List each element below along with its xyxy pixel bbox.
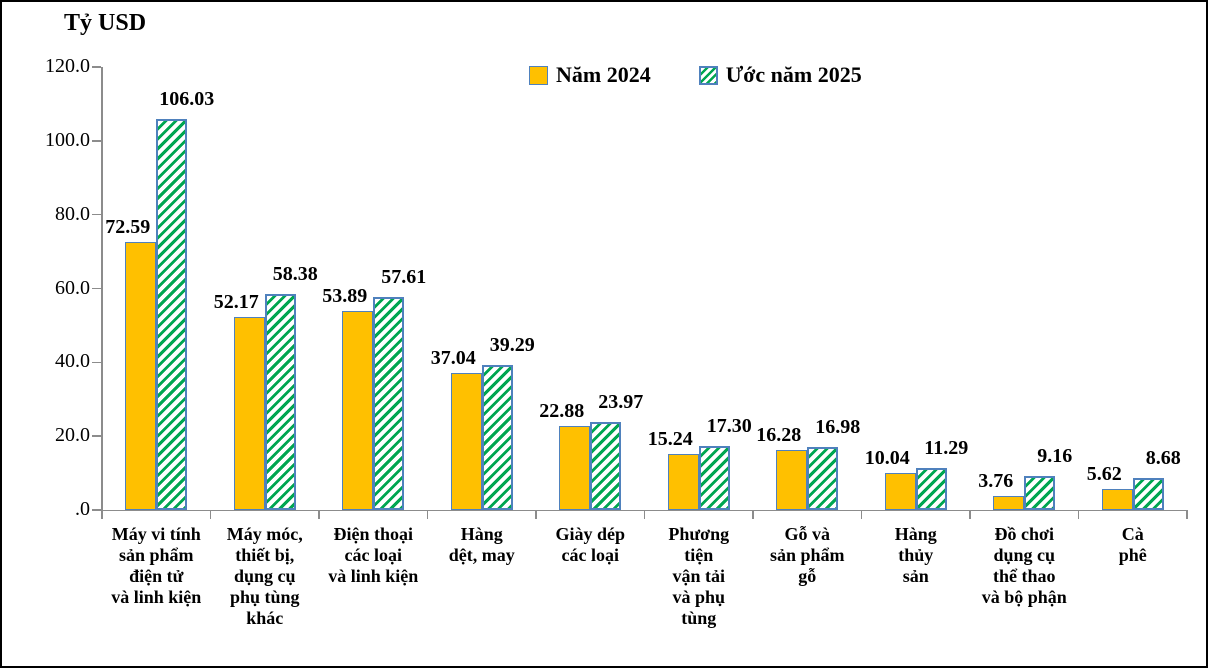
bar-uoc-nam-2025 xyxy=(698,446,730,510)
x-axis-line xyxy=(101,509,1188,511)
bar-uoc-nam-2025 xyxy=(590,421,622,510)
category-label: Đồ chơi dụng cụ thể thao và bộ phận xyxy=(981,524,1067,607)
value-label-nam-2024: 5.62 xyxy=(1086,463,1122,486)
value-label-nam-2024: 3.76 xyxy=(978,470,1014,493)
bar-nam-2024 xyxy=(559,425,591,510)
y-axis-tick-label: 80.0 xyxy=(55,202,90,225)
legend-swatch-hatch-icon xyxy=(698,65,718,85)
value-label-nam-2024: 52.17 xyxy=(213,291,259,314)
category-label: Điện thoại các loại và linh kiện xyxy=(328,524,419,586)
chart-legend: Năm 2024 Ước năm 2025 xyxy=(529,62,862,88)
plot-area: 120.0 100.0 80.0 60.0 40.0 20.0.0 72.59 106.03 5… xyxy=(45,55,1188,520)
category-label: Giày dép các loại xyxy=(555,524,625,565)
bar-group: 10.04 11.29 xyxy=(862,67,971,510)
y-axis-tick-mark xyxy=(92,213,101,216)
y-axis-tick-mark xyxy=(92,509,101,511)
y-axis-tick-mark xyxy=(92,361,101,364)
bar-nam-2024 xyxy=(125,242,157,510)
y-axis-tick-mark xyxy=(92,435,101,437)
bar-nam-2024 xyxy=(233,317,265,510)
bar-nam-2024 xyxy=(993,496,1025,510)
category-label: Hàng thủy sản xyxy=(894,524,937,586)
bar-nam-2024 xyxy=(884,472,916,510)
x-axis-tick-mark xyxy=(643,511,646,519)
bar-nam-2024 xyxy=(450,373,482,510)
bar-uoc-nam-2025 xyxy=(156,118,188,510)
legend-item-uoc-nam-2025: Ước năm 2025 xyxy=(698,62,862,88)
category-label: Máy móc, thiết bị, dụng cụ phụ tùng khác xyxy=(226,524,303,628)
y-axis-tick-mark xyxy=(92,140,101,142)
bar-uoc-nam-2025 xyxy=(807,447,839,510)
bar-group: 72.59 106.03 xyxy=(102,67,215,510)
value-label-nam-2024: 53.89 xyxy=(322,285,368,308)
bar-uoc-nam-2025 xyxy=(373,297,405,510)
x-axis-tick-mark xyxy=(209,511,212,519)
value-label-nam-2024: 37.04 xyxy=(430,347,476,370)
value-label-nam-2024: 22.88 xyxy=(539,399,585,422)
value-label-nam-2024: 16.28 xyxy=(756,423,802,446)
legend-label-nam-2024: Năm 2024 xyxy=(556,62,651,87)
value-label-nam-2024: 15.24 xyxy=(647,427,693,450)
category-label: Gỗ và sản phẩm gỗ xyxy=(769,524,845,586)
category-label: Hàng dệt, may xyxy=(448,524,515,565)
bar-nam-2024 xyxy=(776,449,808,510)
bar-group: 53.89 57.61 xyxy=(319,67,428,510)
bar-group: 52.17 58.38 xyxy=(211,67,320,510)
category-label: Phương tiện vận tải và phụ tùng xyxy=(668,524,730,628)
x-axis-tick-mark xyxy=(535,511,537,519)
y-axis-tick-label: 60.0 xyxy=(55,276,90,299)
bar-uoc-nam-2025 xyxy=(915,468,947,510)
value-label-uoc-nam-2025: 58.38 xyxy=(272,263,318,286)
x-axis-tick-mark xyxy=(101,511,103,519)
bar-uoc-nam-2025 xyxy=(481,364,513,510)
y-axis-tick-mark xyxy=(92,287,101,290)
bar-nam-2024 xyxy=(1101,489,1133,510)
value-label-nam-2024: 72.59 xyxy=(105,216,151,239)
value-label-uoc-nam-2025: 16.98 xyxy=(815,416,861,439)
y-axis-tick-mark xyxy=(92,66,101,68)
y-axis-tick-label: 120.0 xyxy=(45,55,90,77)
legend-item-nam-2024: Năm 2024 xyxy=(529,62,651,88)
bar-group: 15.24 17.30 xyxy=(645,67,754,510)
legend-swatch-solid-icon xyxy=(529,65,548,85)
bar-uoc-nam-2025 xyxy=(1132,477,1164,510)
bar-uoc-nam-2025 xyxy=(264,294,296,510)
value-label-nam-2024: 10.04 xyxy=(864,446,910,469)
y-axis-tick-label: 100.0 xyxy=(45,128,90,151)
bar-group: 3.76 9.16 xyxy=(970,67,1079,510)
value-label-uoc-nam-2025: 39.29 xyxy=(489,333,535,356)
x-axis-tick-mark xyxy=(1186,511,1188,519)
legend-label-uoc-nam-2025: Ước năm 2025 xyxy=(725,62,862,87)
x-axis-tick-mark xyxy=(426,511,429,519)
y-axis-tick-label: .0 xyxy=(75,498,90,520)
x-axis-category-labels: Máy vi tính sản phẩm điện tử và linh kiệ… xyxy=(102,524,1187,629)
bar-nam-2024 xyxy=(342,311,374,510)
bar-uoc-nam-2025 xyxy=(1024,476,1056,510)
value-label-uoc-nam-2025: 8.68 xyxy=(1145,446,1181,469)
category-label: Cà phê xyxy=(1118,524,1147,565)
value-label-uoc-nam-2025: 23.97 xyxy=(598,390,644,413)
bar-group: 37.04 39.29 xyxy=(428,67,537,510)
x-axis-tick-mark xyxy=(318,511,320,519)
bar-group: 16.28 16.98 xyxy=(753,67,862,510)
bar-nam-2024 xyxy=(667,453,699,510)
category-label: Máy vi tính sản phẩm điện tử và linh kiệ… xyxy=(111,524,202,607)
y-axis-line xyxy=(101,67,103,511)
x-axis-tick-mark xyxy=(969,511,971,519)
bar-group: 5.62 8.68 xyxy=(1079,67,1188,510)
value-label-uoc-nam-2025: 9.16 xyxy=(1037,445,1073,468)
chart-title: Tỷ USD xyxy=(64,10,147,36)
value-label-uoc-nam-2025: 57.61 xyxy=(381,266,427,289)
x-axis-tick-mark xyxy=(1077,511,1080,519)
y-axis-tick-label: 40.0 xyxy=(55,350,90,373)
value-label-uoc-nam-2025: 11.29 xyxy=(924,437,969,460)
value-label-uoc-nam-2025: 17.30 xyxy=(706,415,752,438)
x-axis-tick-mark xyxy=(860,511,863,519)
bar-group: 22.88 23.97 xyxy=(536,67,645,510)
x-axis-tick-mark xyxy=(752,511,754,519)
value-label-uoc-nam-2025: 106.03 xyxy=(159,87,215,110)
y-axis-tick-label: 20.0 xyxy=(55,424,90,447)
